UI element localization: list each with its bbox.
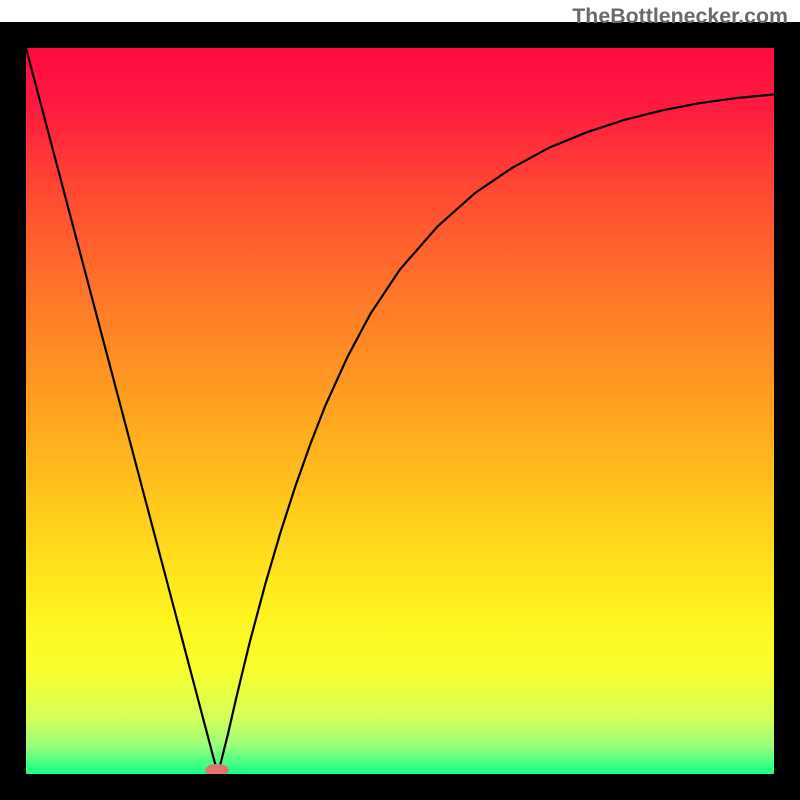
watermark-text: TheBottlenecker.com [572, 4, 788, 29]
curve-path [26, 48, 774, 774]
optimum-marker [205, 764, 229, 774]
frame-border-left [0, 22, 26, 800]
chart-container: TheBottlenecker.com [0, 0, 800, 800]
bottleneck-curve [26, 48, 774, 774]
frame-border-bottom [0, 774, 800, 800]
plot-area [26, 48, 774, 774]
frame-border-right [774, 22, 800, 800]
